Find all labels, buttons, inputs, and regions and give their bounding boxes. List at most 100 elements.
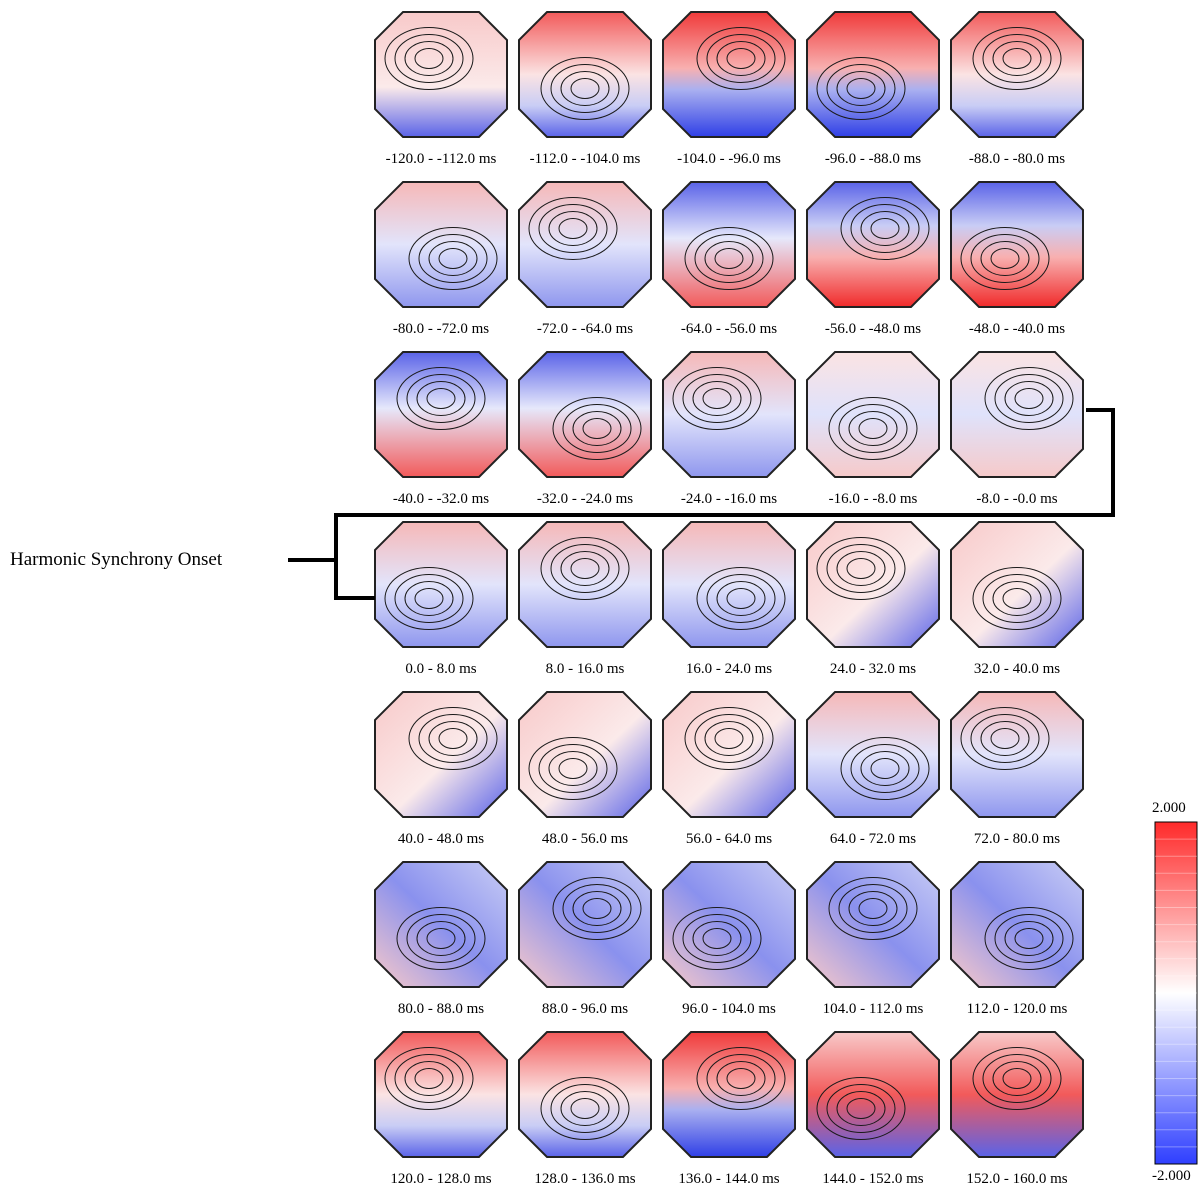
contour-line — [558, 758, 588, 779]
contour-line — [548, 751, 598, 786]
topomap — [518, 11, 652, 138]
contour-line — [836, 71, 886, 106]
contour-line — [394, 1054, 464, 1103]
topomap — [806, 861, 940, 988]
topomap — [950, 351, 1084, 478]
time-window-label: -32.0 - -24.0 ms — [536, 491, 634, 507]
contour-line — [1002, 588, 1032, 609]
contour-line — [816, 537, 906, 600]
contour-line — [994, 914, 1064, 963]
topomap-head-outline — [950, 181, 1084, 308]
contour-line — [528, 737, 618, 800]
topomap — [662, 181, 796, 308]
time-window-label: 152.0 - 160.0 ms — [966, 1171, 1068, 1187]
contour-line — [858, 898, 888, 919]
time-window-label: -8.0 - -0.0 ms — [976, 491, 1058, 507]
contour-line — [846, 558, 876, 579]
contour-line — [702, 388, 732, 409]
topomap-head-outline — [950, 521, 1084, 648]
contour-line — [562, 884, 632, 933]
contour-line — [992, 41, 1042, 76]
topomap-head-outline — [806, 11, 940, 138]
topomap — [950, 11, 1084, 138]
topomap — [662, 351, 796, 478]
contour-line — [726, 588, 756, 609]
topomap-head-outline — [950, 861, 1084, 988]
topomap — [374, 11, 508, 138]
contour-line — [682, 914, 752, 963]
contour-line — [672, 367, 762, 430]
topomap — [950, 691, 1084, 818]
contour-line — [994, 374, 1064, 423]
contour-line — [982, 34, 1052, 83]
contour-line — [860, 751, 910, 786]
time-window-label: -80.0 - -72.0 ms — [392, 321, 490, 337]
contour-line — [540, 537, 630, 600]
contour-line — [550, 64, 620, 113]
topomap-head-outline — [518, 521, 652, 648]
contour-line — [572, 891, 622, 926]
contour-line — [992, 1061, 1042, 1096]
contour-line — [406, 914, 476, 963]
topomap — [518, 521, 652, 648]
contour-line — [972, 567, 1062, 630]
contour-line — [408, 227, 498, 290]
contour-line — [838, 404, 908, 453]
time-window-label: 24.0 - 32.0 ms — [829, 661, 917, 677]
topomap-head-outline — [374, 861, 508, 988]
topomap — [518, 351, 652, 478]
time-window-label: 80.0 - 88.0 ms — [397, 1001, 485, 1017]
topomap-head-outline — [806, 181, 940, 308]
contour-line — [702, 928, 732, 949]
contour-line — [696, 1047, 786, 1110]
contour-line — [404, 581, 454, 616]
topomap — [374, 691, 508, 818]
contour-line — [552, 397, 642, 460]
topomap-head-outline — [662, 11, 796, 138]
contour-line — [706, 1054, 776, 1103]
contour-line — [1002, 48, 1032, 69]
contour-line — [414, 588, 444, 609]
contour-line — [384, 1047, 474, 1110]
topomap-head-outline — [950, 11, 1084, 138]
topomap — [806, 691, 940, 818]
contour-line — [408, 707, 498, 770]
contour-line — [560, 1091, 610, 1126]
contour-line — [1004, 921, 1054, 956]
contour-line — [684, 227, 774, 290]
contour-line — [1002, 1068, 1032, 1089]
contour-line — [848, 891, 898, 926]
topomap-head-outline — [950, 691, 1084, 818]
topomap-head-outline — [806, 691, 940, 818]
contour-line — [550, 544, 620, 593]
contour-line — [840, 737, 930, 800]
time-window-label: -96.0 - -88.0 ms — [824, 151, 922, 167]
topomap — [374, 181, 508, 308]
time-window-label: -64.0 - -56.0 ms — [680, 321, 778, 337]
contour-line — [572, 411, 622, 446]
topomap — [950, 861, 1084, 988]
contour-line — [416, 381, 466, 416]
contour-line — [404, 1061, 454, 1096]
contour-line — [982, 1054, 1052, 1103]
topomap-head-outline — [518, 11, 652, 138]
contour-line — [704, 721, 754, 756]
contour-line — [860, 211, 910, 246]
contour-line — [826, 544, 896, 593]
topomap-head-outline — [518, 691, 652, 818]
contour-line — [694, 714, 764, 763]
topomap — [518, 861, 652, 988]
topomap-head-outline — [518, 1031, 652, 1158]
contour-line — [696, 27, 786, 90]
contour-line — [548, 211, 598, 246]
time-window-label: 8.0 - 16.0 ms — [545, 661, 625, 677]
time-window-label: 104.0 - 112.0 ms — [822, 1001, 924, 1017]
contour-line — [582, 418, 612, 439]
contour-line — [582, 898, 612, 919]
topomap-head-outline — [518, 181, 652, 308]
contour-line — [672, 907, 762, 970]
contour-line — [396, 907, 486, 970]
time-window-label: -88.0 - -80.0 ms — [968, 151, 1066, 167]
contour-line — [418, 714, 488, 763]
topomap — [518, 1031, 652, 1158]
